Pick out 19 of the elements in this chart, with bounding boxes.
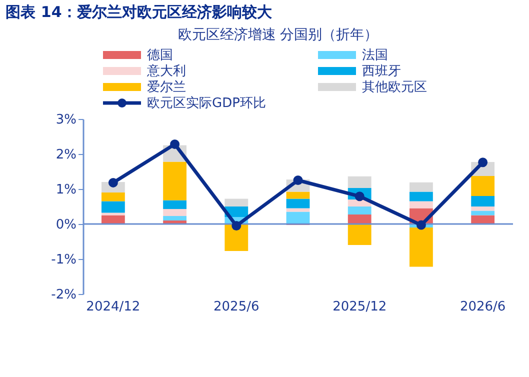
legend-label: 欧元区实际GDP环比 — [147, 96, 266, 111]
legend-label: 西班牙 — [362, 64, 401, 79]
legend-label: 意大利 — [146, 64, 186, 79]
x-tick-label: 2024/12 — [86, 300, 140, 314]
x-tick-label: 2025/6 — [214, 300, 260, 314]
x-tick-label: 2026/6 — [460, 300, 506, 314]
legend-label: 德国 — [147, 48, 173, 63]
y-tick-label: 3% — [56, 112, 76, 128]
y-tick-label: 1% — [56, 182, 76, 198]
legend-label: 爱尔兰 — [147, 80, 186, 95]
y-tick-label: 2% — [56, 148, 76, 162]
x-tick-label: 2025/12 — [332, 300, 387, 314]
legend-title: 欧元区经济增速 分国别（折年） — [178, 27, 378, 43]
y-tick-label: -1% — [51, 252, 76, 268]
y-tick-label: -2% — [51, 288, 76, 302]
chart-title: 图表 14：爱尔兰对欧元区经济影响较大 — [6, 3, 273, 21]
legend-label: 法国 — [362, 48, 388, 63]
y-tick-label: 0% — [56, 218, 76, 232]
legend-label: 其他欧元区 — [362, 80, 427, 95]
